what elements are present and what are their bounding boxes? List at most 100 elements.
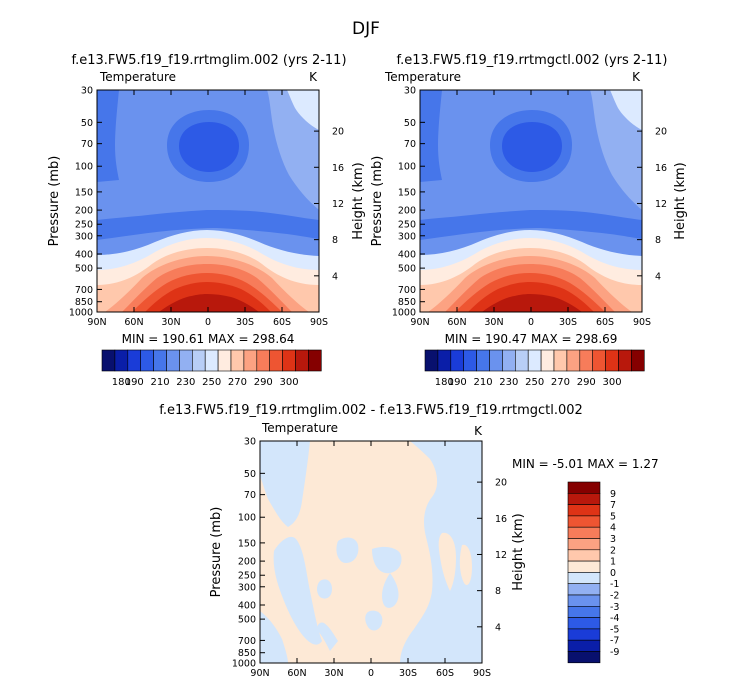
panel-1-plot: 90N 60N 30N 0 30S 60S 90S 30 50 70 100 150 200 250300… <box>69 86 344 329</box>
panel-3-title: f.e13.FW5.f19_f19.rrtmglim.002 - f.e13.F… <box>159 403 583 418</box>
colorbar-swatch <box>140 349 154 372</box>
panel-2-title: f.e13.FW5.f19_f19.rrtmgctl.002 (yrs 2-11… <box>396 53 667 68</box>
y-tick-label: 1000 <box>69 308 93 319</box>
height-tick-label: 4 <box>332 271 338 282</box>
y-tick-label: 850 <box>75 297 93 308</box>
panel-1-minmax: MIN = 190.61 MAX = 298.64 <box>122 332 295 346</box>
colorbar-label: 180 <box>435 377 454 388</box>
colorbar-swatch <box>567 515 601 528</box>
y-tick-label: 70 <box>404 139 416 150</box>
y-tick-label: 300 <box>238 582 256 593</box>
colorbar-swatch <box>567 639 601 652</box>
colorbar-label: 270 <box>228 377 247 388</box>
panel-3-minmax: MIN = -5.01 MAX = 1.27 <box>512 457 659 471</box>
colorbar-label: 5 <box>610 511 616 522</box>
y-tick-label: 500 <box>398 264 416 275</box>
colorbar-swatch <box>114 349 129 372</box>
colorbar-label: 290 <box>254 377 273 388</box>
height-tick-label: 16 <box>332 163 344 174</box>
y-tick-label: 50 <box>81 118 93 129</box>
y-tick-label: 250 <box>75 220 93 231</box>
colorbar-swatch <box>230 349 245 372</box>
height-tick-label: 4 <box>495 622 501 633</box>
x-tick-label: 30N <box>161 317 180 328</box>
colorbar-swatch <box>567 594 601 607</box>
colorbar-swatch <box>527 349 542 372</box>
colorbar-swatch <box>567 628 601 641</box>
y-tick-label: 300 <box>75 231 93 242</box>
panel-3-contours <box>260 441 482 663</box>
y-tick-label: 150 <box>398 187 416 198</box>
x-tick-label: 60N <box>287 668 306 679</box>
panel-3-ylabel: Pressure (mb) <box>209 507 224 598</box>
colorbar-label: 230 <box>499 377 518 388</box>
x-tick-label: 90S <box>633 317 651 328</box>
colorbar-swatch <box>127 349 141 372</box>
colorbar-swatch <box>540 349 555 372</box>
panel-3: f.e13.FW5.f19_f19.rrtmglim.002 - f.e13.F… <box>159 403 658 679</box>
y-tick-label: 30 <box>244 437 256 448</box>
colorbar-label: 0 <box>610 568 616 579</box>
panel-3-plot: 90N 60N 30N 0 30S 60S 90S 30 50 70 100 150 200 250300… <box>232 437 507 680</box>
colorbar-swatch <box>101 349 116 372</box>
colorbar-label: 190 <box>448 377 467 388</box>
y-tick-label: 400 <box>75 249 93 260</box>
panel-1: f.e13.FW5.f19_f19.rrtmglim.002 (yrs 2-11… <box>47 53 366 388</box>
y-tick-label: 30 <box>404 86 416 97</box>
x-tick-label: 60S <box>596 317 614 328</box>
y-tick-label: 400 <box>238 600 256 611</box>
colorbar-swatch <box>605 349 619 372</box>
x-tick-label: 60N <box>447 317 466 328</box>
y-tick-label: 50 <box>244 469 256 480</box>
colorbar-label: 270 <box>551 377 570 388</box>
height-tick-label: 12 <box>332 199 344 210</box>
y-tick-label: 250 <box>238 571 256 582</box>
panel-2-ticks: 90N 60N 30N 0 30S 60S 90S 30 50 70 100 150 200 250300… <box>392 86 667 329</box>
y-tick-label: 200 <box>75 206 93 217</box>
colorbar-label: -5 <box>610 624 619 635</box>
colorbar-swatch <box>256 349 271 372</box>
colorbar-label: 190 <box>125 377 144 388</box>
y-tick-label: 400 <box>398 249 416 260</box>
colorbar-label: -1 <box>610 579 619 590</box>
colorbar-swatch <box>295 349 309 372</box>
colorbar-swatch <box>424 349 439 372</box>
colorbar-swatch <box>269 349 283 372</box>
colorbar-swatch <box>179 349 193 372</box>
panel-3-ylabel-right: Height (km) <box>511 513 526 590</box>
colorbar-swatch <box>567 583 601 596</box>
panel-2-minmax: MIN = 190.47 MAX = 298.69 <box>445 332 618 346</box>
colorbar-swatch <box>567 493 601 505</box>
colorbar-swatch <box>566 349 581 372</box>
panel-1-variable: Temperature <box>99 70 176 84</box>
x-tick-label: 60S <box>273 317 291 328</box>
y-tick-label: 250 <box>398 220 416 231</box>
height-tick-label: 12 <box>495 550 507 561</box>
colorbar-label: 210 <box>474 377 493 388</box>
colorbar-label: 180 <box>112 377 131 388</box>
colorbar-swatch <box>579 349 594 372</box>
x-tick-label: 90N <box>410 317 429 328</box>
y-tick-label: 100 <box>75 162 93 173</box>
colorbar-swatch <box>567 549 601 562</box>
y-tick-label: 500 <box>75 264 93 275</box>
colorbar-swatch <box>567 651 601 664</box>
panel-1-title: f.e13.FW5.f19_f19.rrtmglim.002 (yrs 2-11… <box>71 53 346 68</box>
colorbar-swatch <box>567 572 601 585</box>
colorbar-swatch <box>567 526 601 539</box>
y-tick-label: 100 <box>238 513 256 524</box>
colorbar-swatch <box>567 606 601 618</box>
colorbar-label: 250 <box>525 377 544 388</box>
x-tick-label: 30N <box>484 317 503 328</box>
colorbar-swatch <box>463 349 477 372</box>
colorbar-swatch <box>618 349 632 372</box>
colorbar-label: 250 <box>202 377 221 388</box>
colorbar-label: -9 <box>610 647 619 658</box>
y-tick-label: 70 <box>81 139 93 150</box>
panel-3-ticks: 90N 60N 30N 0 30S 60S 90S 30 50 70 100 150 200 250300… <box>232 437 507 680</box>
y-tick-label: 150 <box>238 538 256 549</box>
y-tick-label: 700 <box>238 636 256 647</box>
colorbar-swatch <box>282 349 296 372</box>
x-tick-label: 30S <box>236 317 254 328</box>
